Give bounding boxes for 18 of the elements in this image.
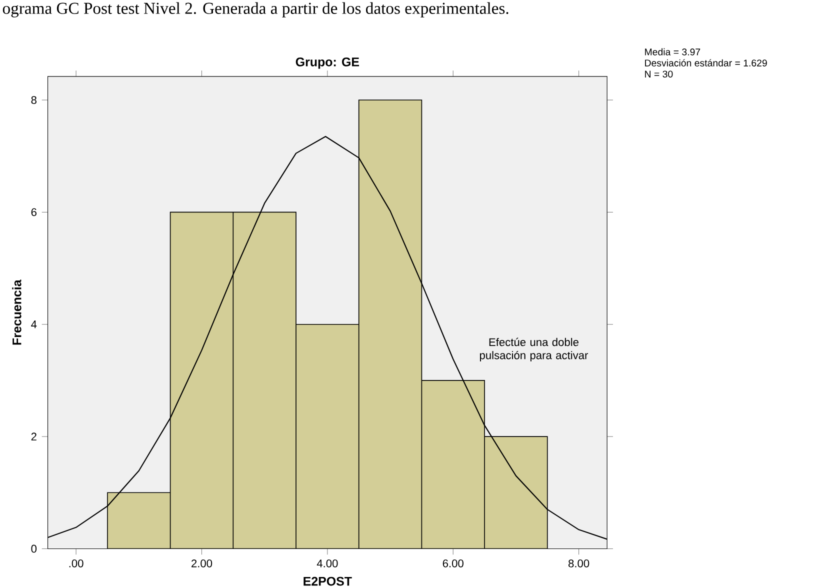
y-tick-label: 0	[31, 544, 37, 553]
text: Desviación estándar = 1.629	[645, 59, 767, 66]
annotation: Efectúe una doble pulsación para activar	[480, 338, 588, 362]
y-tick-label: 4	[31, 320, 37, 328]
text: ograma GC Post test Nivel 2. Generada a partir de los datos experimentales.	[2, 2, 508, 18]
y-tick-label: 2	[31, 432, 36, 440]
x-tick-label: 4.00	[316, 560, 338, 568]
x-tick-label: 6.00	[442, 560, 464, 568]
x-axis-title: E2POST	[304, 576, 352, 586]
x-tick-label: 8.00	[568, 560, 590, 568]
text: Media = 3.97	[645, 48, 700, 56]
y-axis-title: Frecuencia	[12, 280, 22, 345]
x-tick-label: 2.00	[192, 560, 212, 568]
chart-title: Grupo: GE	[296, 58, 359, 69]
text: N = 30	[645, 70, 673, 78]
y-tick-label: 6	[31, 208, 36, 216]
x-tick-label: .00	[69, 560, 84, 568]
y-tick-label: 8	[31, 96, 36, 104]
